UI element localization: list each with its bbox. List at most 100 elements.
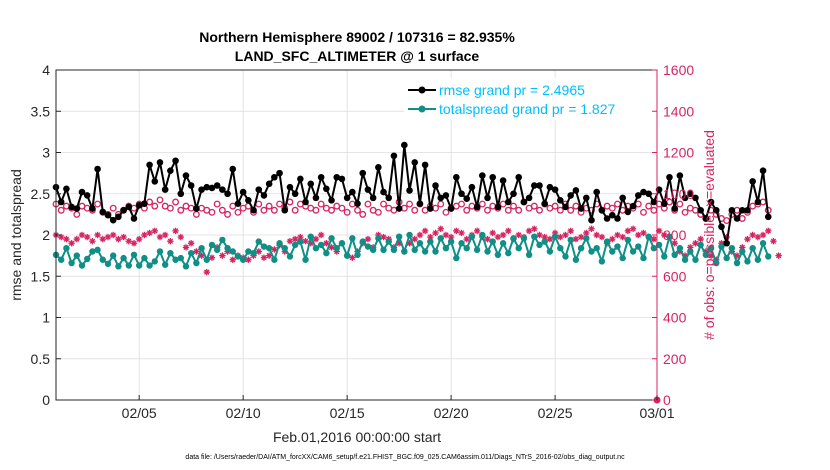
totalspread-point [754, 256, 762, 263]
chart-title-line2: LAND_SFC_ALTIMETER @ 1 surface [235, 48, 480, 64]
obs-evaluated-point [255, 248, 262, 255]
totalspread-point [515, 245, 522, 252]
rmse-point [213, 182, 221, 189]
obs-evaluated-point [635, 231, 642, 239]
obs-evaluated-point [349, 254, 356, 261]
totalspread-point [671, 251, 678, 258]
y2-tick-label: 1600 [663, 62, 694, 78]
totalspread-point [473, 246, 481, 254]
rmse-point [312, 194, 320, 202]
obs-evaluated-point [317, 231, 325, 239]
rmse-point [421, 161, 429, 169]
obs-evaluated-point [104, 233, 112, 241]
totalspread-point [681, 256, 689, 263]
totalspread-point [728, 245, 736, 252]
rmse-point [291, 190, 299, 198]
rmse-point [364, 186, 372, 193]
rmse-point [572, 187, 580, 194]
totalspread-point [692, 256, 699, 263]
rmse-point [432, 182, 439, 189]
obs-evaluated-point [193, 248, 200, 255]
y2-tick-label: 1000 [663, 186, 694, 202]
rmse-point [645, 190, 652, 198]
obs-evaluated-point [312, 235, 320, 243]
totalspread-point [395, 233, 403, 240]
totalspread-point [546, 248, 554, 255]
y2-tick-label: 0 [663, 392, 671, 408]
y2-tick-label: 800 [663, 227, 687, 243]
obs-evaluated-point [453, 227, 460, 235]
totalspread-point [234, 253, 242, 260]
y-tick-label: 2 [42, 227, 50, 243]
totalspread-point [702, 251, 710, 258]
obs-evaluated-point [619, 233, 626, 241]
obs-possible-point [57, 206, 65, 214]
obs-evaluated-point [135, 235, 143, 243]
rmse-point [759, 167, 767, 174]
obs-evaluated-point [494, 233, 502, 241]
totalspread-point [624, 236, 632, 244]
obs-possible-point [608, 204, 616, 212]
obs-possible-point [572, 202, 580, 210]
obs-evaluated-point [598, 233, 606, 241]
obs-possible-point [291, 206, 299, 214]
y-tick-label: 1.5 [31, 268, 51, 284]
totalspread-point [390, 246, 398, 254]
obs-possible-point [458, 200, 465, 208]
obs-evaluated-point [671, 240, 678, 247]
rmse-point [338, 175, 346, 183]
y2-tick-label: 400 [663, 310, 687, 326]
totalspread-point [406, 231, 413, 239]
rmse-point [120, 206, 127, 214]
obs-evaluated-point [68, 240, 75, 247]
rmse-point [68, 203, 75, 211]
totalspread-point [198, 245, 205, 252]
rmse-point [650, 198, 658, 206]
obs-evaluated-point [380, 233, 387, 241]
totalspread-point [193, 259, 200, 267]
obs-possible-point [94, 200, 102, 208]
rmse-point [749, 178, 756, 185]
obs-possible-point [556, 206, 564, 214]
obs-evaluated-point [141, 231, 148, 239]
obs-evaluated-point [489, 229, 496, 237]
obs-evaluated-point [437, 225, 444, 233]
legend-spread-marker [418, 105, 426, 113]
totalspread-point [135, 262, 143, 269]
rmse-point [265, 180, 273, 188]
totalspread-point [401, 248, 408, 255]
rmse-point [57, 198, 65, 206]
obs-possible-point [354, 206, 361, 214]
totalspread-point [323, 249, 330, 257]
rmse-point [676, 172, 684, 179]
rmse-point [754, 198, 762, 206]
totalspread-point [572, 256, 580, 263]
totalspread-point [219, 236, 226, 244]
obs-possible-point [530, 202, 538, 210]
obs-evaluated-point [749, 231, 756, 239]
rmse-point [536, 182, 543, 189]
obs-possible-point [510, 202, 517, 210]
totalspread-point [63, 245, 70, 252]
rmse-point [744, 206, 751, 214]
totalspread-point [229, 248, 236, 255]
rmse-point [260, 192, 268, 199]
rmse-point [130, 215, 138, 222]
obs-evaluated-point [271, 246, 278, 253]
rmse-point [349, 188, 356, 196]
obs-evaluated-point [146, 229, 153, 237]
obs-possible-point [328, 206, 335, 214]
totalspread-point [541, 238, 548, 245]
x-tick-label: 02/10 [226, 405, 261, 421]
totalspread-point [161, 261, 169, 268]
totalspread-point [463, 245, 470, 252]
totalspread-point [73, 252, 80, 259]
obs-evaluated-point [182, 244, 190, 251]
rmse-point [437, 194, 445, 202]
rmse-point [567, 192, 574, 199]
obs-evaluated-point [692, 240, 699, 247]
obs-possible-point [177, 206, 185, 214]
rmse-point [229, 165, 237, 173]
rmse-point [151, 178, 159, 185]
rmse-point [629, 202, 637, 210]
